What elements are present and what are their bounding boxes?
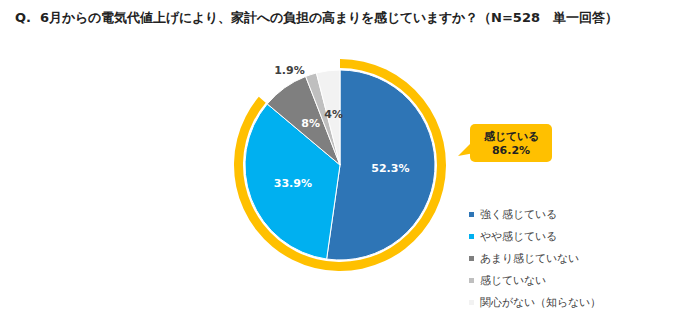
svg-text:強く感じている: 強く感じている bbox=[480, 208, 557, 221]
svg-text:52.3%: 52.3% bbox=[371, 162, 409, 175]
svg-text:感じていない: 感じていない bbox=[480, 274, 546, 287]
svg-text:1.9%: 1.9% bbox=[274, 64, 305, 77]
svg-text:86.2%: 86.2% bbox=[492, 144, 530, 157]
svg-text:Q. 6月からの電気代値上げにより、家計への負担の高まりを: Q. 6月からの電気代値上げにより、家計への負担の高まりを感じていますか？（N=… bbox=[15, 10, 618, 25]
svg-text:8%: 8% bbox=[301, 117, 320, 130]
svg-text:33.9%: 33.9% bbox=[274, 177, 312, 190]
svg-text:感じている: 感じている bbox=[483, 130, 539, 143]
svg-text:関心がない（知らない）: 関心がない（知らない） bbox=[480, 296, 601, 309]
svg-text:4%: 4% bbox=[324, 108, 343, 121]
svg-text:やや感じている: やや感じている bbox=[480, 230, 557, 243]
svg-text:あまり感じていない: あまり感じていない bbox=[480, 252, 579, 265]
